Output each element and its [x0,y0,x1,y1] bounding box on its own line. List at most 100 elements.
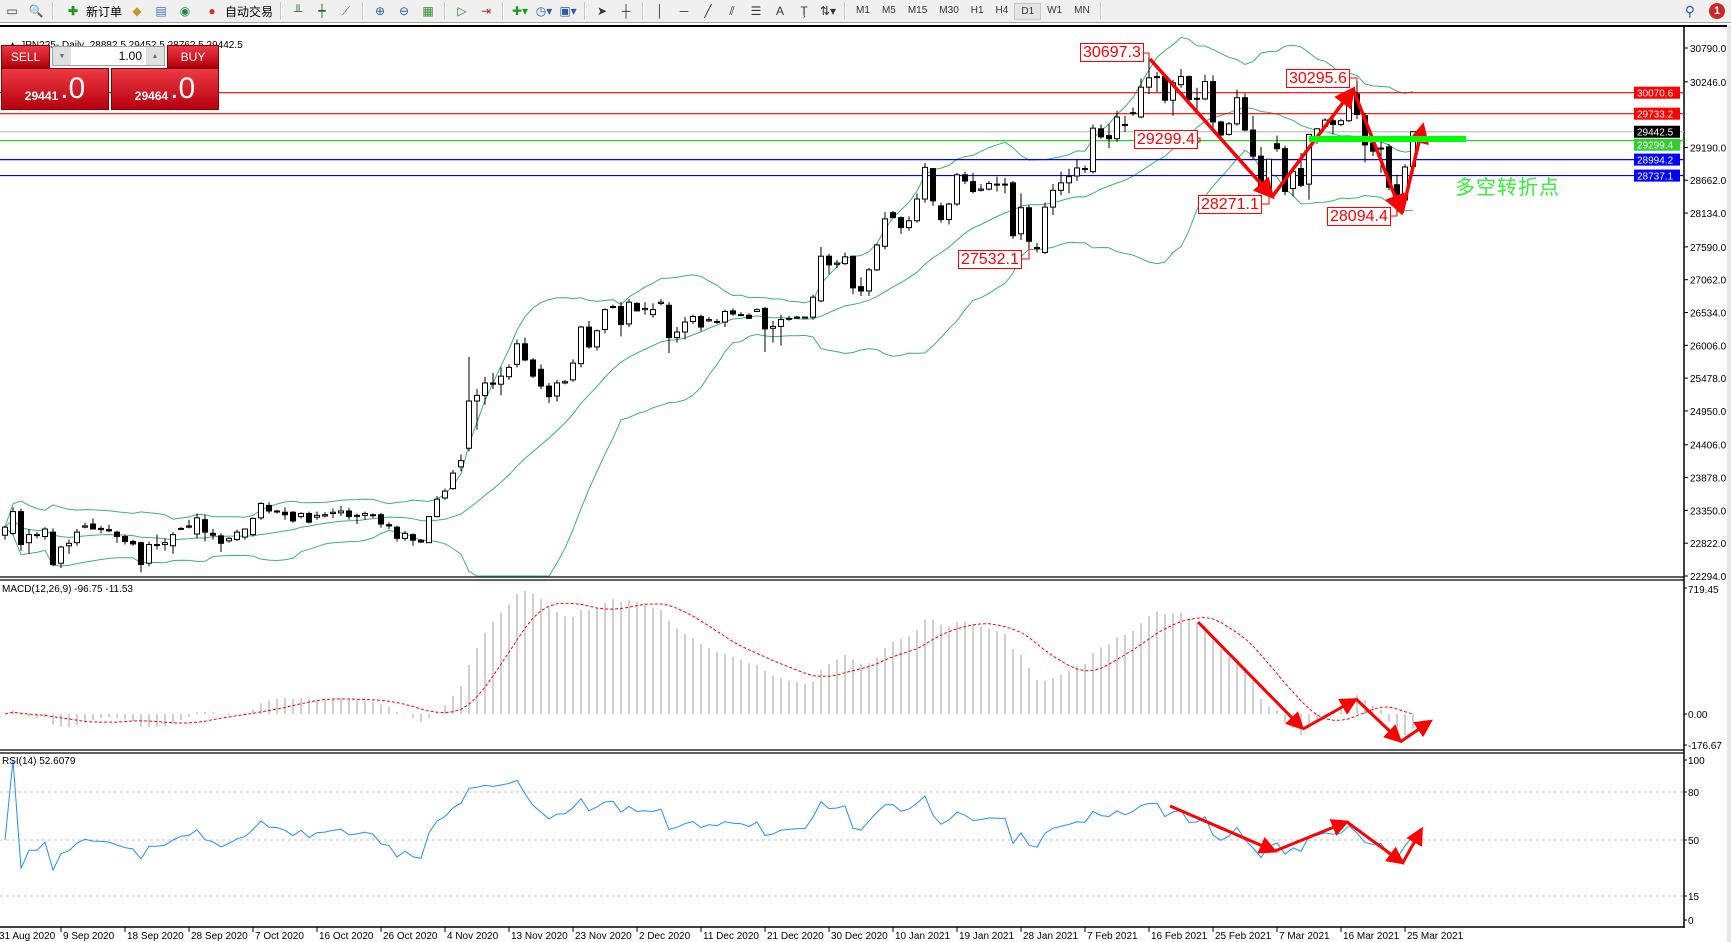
search-icon[interactable]: ⚲ [1684,2,1695,19]
tile-windows-icon[interactable]: ▦ [422,4,434,18]
timeframe-m5[interactable]: M5 [881,4,896,16]
candle-bear [1242,97,1248,131]
bar-chart-icon[interactable]: ╨ [293,4,303,18]
volume-input[interactable]: 1.00 [118,49,142,63]
crosshair-icon[interactable]: ┼ [621,4,631,18]
label-low-28271[interactable]: 28271.1 [1198,195,1262,214]
indicators-icon[interactable]: ✚▾ [512,4,529,18]
timeframe-d1[interactable]: D1 [1014,2,1042,20]
timeframe-m1[interactable]: M1 [856,4,870,16]
metaeditor-icon[interactable]: ◆ [132,4,142,18]
volume-increase-icon[interactable]: ▲ [146,47,164,65]
trendline-icon[interactable]: ╱ [704,4,712,18]
candle-bull [906,220,912,229]
candle-bull [1082,168,1088,171]
candle-bear [962,174,968,182]
pane-frames [0,26,1685,928]
buy-button[interactable]: BUY [167,45,219,68]
timeframe-m15[interactable]: M15 [907,4,928,16]
candle-bull [1122,123,1128,126]
candle-bear [186,525,192,528]
chart-shift-icon[interactable]: ⇥ [481,4,492,18]
window-icon[interactable]: ▭ [6,4,18,18]
date-label: 28 Jan 2021 [1023,931,1078,942]
vertical-line-icon[interactable]: │ [656,4,664,18]
zoom-in-icon[interactable]: ⊕ [375,4,386,18]
text-label-icon[interactable]: Ţ [800,4,808,18]
candle-bull [2,526,8,536]
toolbar-separator [444,2,447,20]
candle-bull [842,256,848,265]
bollinger-upper [4,36,1414,528]
candle-bull [506,366,512,378]
candlestick-icon[interactable]: ┿ [318,4,326,18]
candle-bear [1250,129,1256,157]
date-label: 10 Jan 2021 [895,931,950,942]
equidistant-channel-icon[interactable]: ⫽ [729,3,735,18]
candle-bull [1202,81,1208,100]
volume-decrease-icon[interactable]: ▼ [53,47,71,65]
autoscroll-icon[interactable]: ▷ [457,4,467,18]
candle-bear [970,181,976,193]
text-icon[interactable]: A [776,4,785,18]
templates-icon[interactable]: ▣▾ [559,4,577,18]
label-high-30295[interactable]: 30295.6 [1286,69,1350,88]
new-order-button[interactable]: ✚ 新订单 [58,3,125,20]
candle-bull [778,319,784,327]
scrollbar[interactable] [1727,25,1731,942]
sell-button[interactable]: SELL [1,45,50,68]
arrows-icon[interactable]: ⇅▾ [820,4,837,18]
macd-header: MACD(12,26,9) -96.75 -11.53 [2,584,133,595]
zoom-out-icon[interactable]: ⊖ [399,4,410,18]
candle-bear [1010,182,1016,237]
toolbar-separator [584,2,587,20]
timeframe-w1[interactable]: W1 [1047,4,1063,16]
timeframe-h1[interactable]: H1 [970,4,984,16]
candle-bull [810,296,816,318]
rsi-tick-label: 0 [1688,916,1694,927]
periods-clock-icon[interactable]: ◷▾ [535,4,553,18]
timeframe-h4[interactable]: H4 [995,4,1009,16]
timeframe-mn[interactable]: MN [1074,4,1090,16]
volume-stepper[interactable]: ▼ 1.00 ▲ [52,46,165,66]
signals-icon[interactable]: ◉ [179,4,191,18]
candle-bear [138,542,144,565]
cursor-icon[interactable]: ➤ [597,4,608,18]
date-label: 9 Sep 2020 [63,931,115,942]
candle-bull [642,307,648,311]
candle-bear [1386,146,1392,188]
buy-price-button[interactable]: 29464 .0 [111,68,219,110]
label-low-28094[interactable]: 28094.4 [1327,207,1391,226]
data-window-icon[interactable]: 🔍 [28,4,44,18]
candle-bull [354,514,360,517]
candle-bear [666,304,672,339]
bollinger-bands [4,36,1414,577]
candle-bull [658,301,664,304]
price-tag-text: 29733.2 [1637,110,1674,121]
label-level-29299[interactable]: 29299.4 [1134,130,1198,149]
sell-price-button[interactable]: 29441 .0 [1,68,109,110]
candle-bull [1034,246,1040,249]
candle-bear [1370,142,1376,152]
line-chart-icon[interactable]: ⟋ [341,3,351,18]
rsi-tick-label: 50 [1688,836,1700,847]
horizontal-line-icon[interactable]: ─ [679,4,689,18]
notification-badge[interactable]: 1 [1709,3,1725,19]
fibonacci-icon[interactable]: ☰ [750,4,762,18]
candle-bull [194,517,200,535]
label-low-27532[interactable]: 27532.1 [958,250,1022,269]
date-label: 11 Dec 2020 [703,931,759,942]
candle-bull [914,198,920,222]
auto-trading-button[interactable]: ● 自动交易 [197,3,276,20]
candle-bear [210,532,216,536]
timeframe-m30[interactable]: M30 [939,4,959,16]
terminal-icon[interactable]: ▤ [155,4,167,18]
pivot-note-text[interactable]: 多空转折点 [1455,175,1560,199]
candle-bear [634,302,640,312]
pivot-level-bar[interactable] [1309,136,1466,142]
symbol-name: JPN225-,Daily [20,40,84,51]
label-high-30697[interactable]: 30697.3 [1080,43,1144,62]
price-tick-label: 26006.0 [1690,341,1727,352]
candle-bear [218,535,224,544]
